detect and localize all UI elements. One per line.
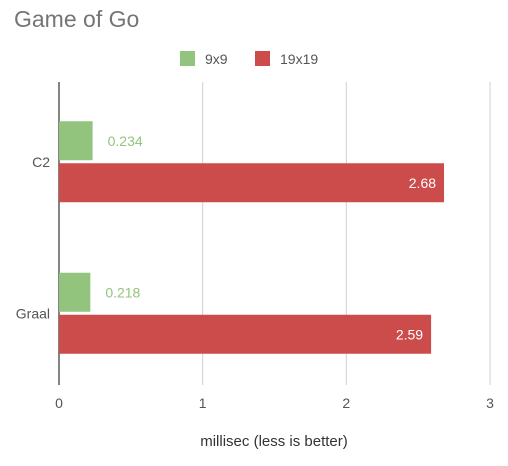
chart-title: Game of Go — [14, 6, 140, 32]
category-label-c2: C2 — [32, 154, 50, 170]
legend-swatch-19x19 — [255, 51, 270, 66]
legend: 9x9 19x19 — [180, 51, 318, 67]
x-tick-0: 0 — [55, 395, 63, 411]
legend-label-9x9: 9x9 — [205, 51, 228, 67]
bar-c2-19x19 — [59, 163, 445, 203]
category-label-graal: Graal — [16, 305, 50, 321]
bar-c2-9x9 — [59, 121, 93, 161]
x-axis-label: millisec (less is better) — [200, 433, 348, 450]
legend-label-19x19: 19x19 — [280, 51, 318, 67]
x-tick-labels: 0 1 2 3 — [55, 395, 494, 411]
data-label-c2-9x9: 0.234 — [108, 133, 143, 149]
legend-swatch-9x9 — [180, 51, 195, 66]
data-label-c2-19x19: 2.68 — [409, 175, 436, 191]
bar-graal-19x19 — [59, 314, 432, 354]
bars: 0.234 2.68 0.218 2.59 — [59, 121, 445, 354]
data-label-graal-9x9: 0.218 — [105, 284, 140, 300]
x-tick-3: 3 — [486, 395, 494, 411]
bar-graal-9x9 — [59, 272, 91, 312]
category-labels: C2 Graal — [16, 154, 50, 322]
data-label-graal-19x19: 2.59 — [396, 326, 423, 342]
x-tick-1: 1 — [199, 395, 207, 411]
x-tick-2: 2 — [342, 395, 350, 411]
